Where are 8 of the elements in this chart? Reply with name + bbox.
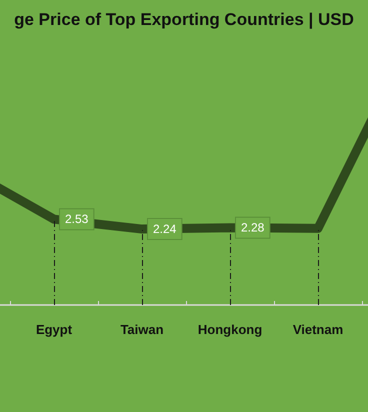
x-tick-label: Hongkong [198, 322, 262, 337]
x-tick-label: Taiwan [120, 322, 164, 337]
x-tick-label: Vietnam [292, 322, 344, 337]
chart-title: ge Price of Top Exporting Countries | USD [14, 10, 354, 29]
data-label: 2.28 [241, 220, 265, 235]
x-tick-label: Egypt [36, 322, 73, 337]
data-label: 2.24 [153, 222, 177, 236]
data-label: 2.53 [65, 212, 89, 226]
